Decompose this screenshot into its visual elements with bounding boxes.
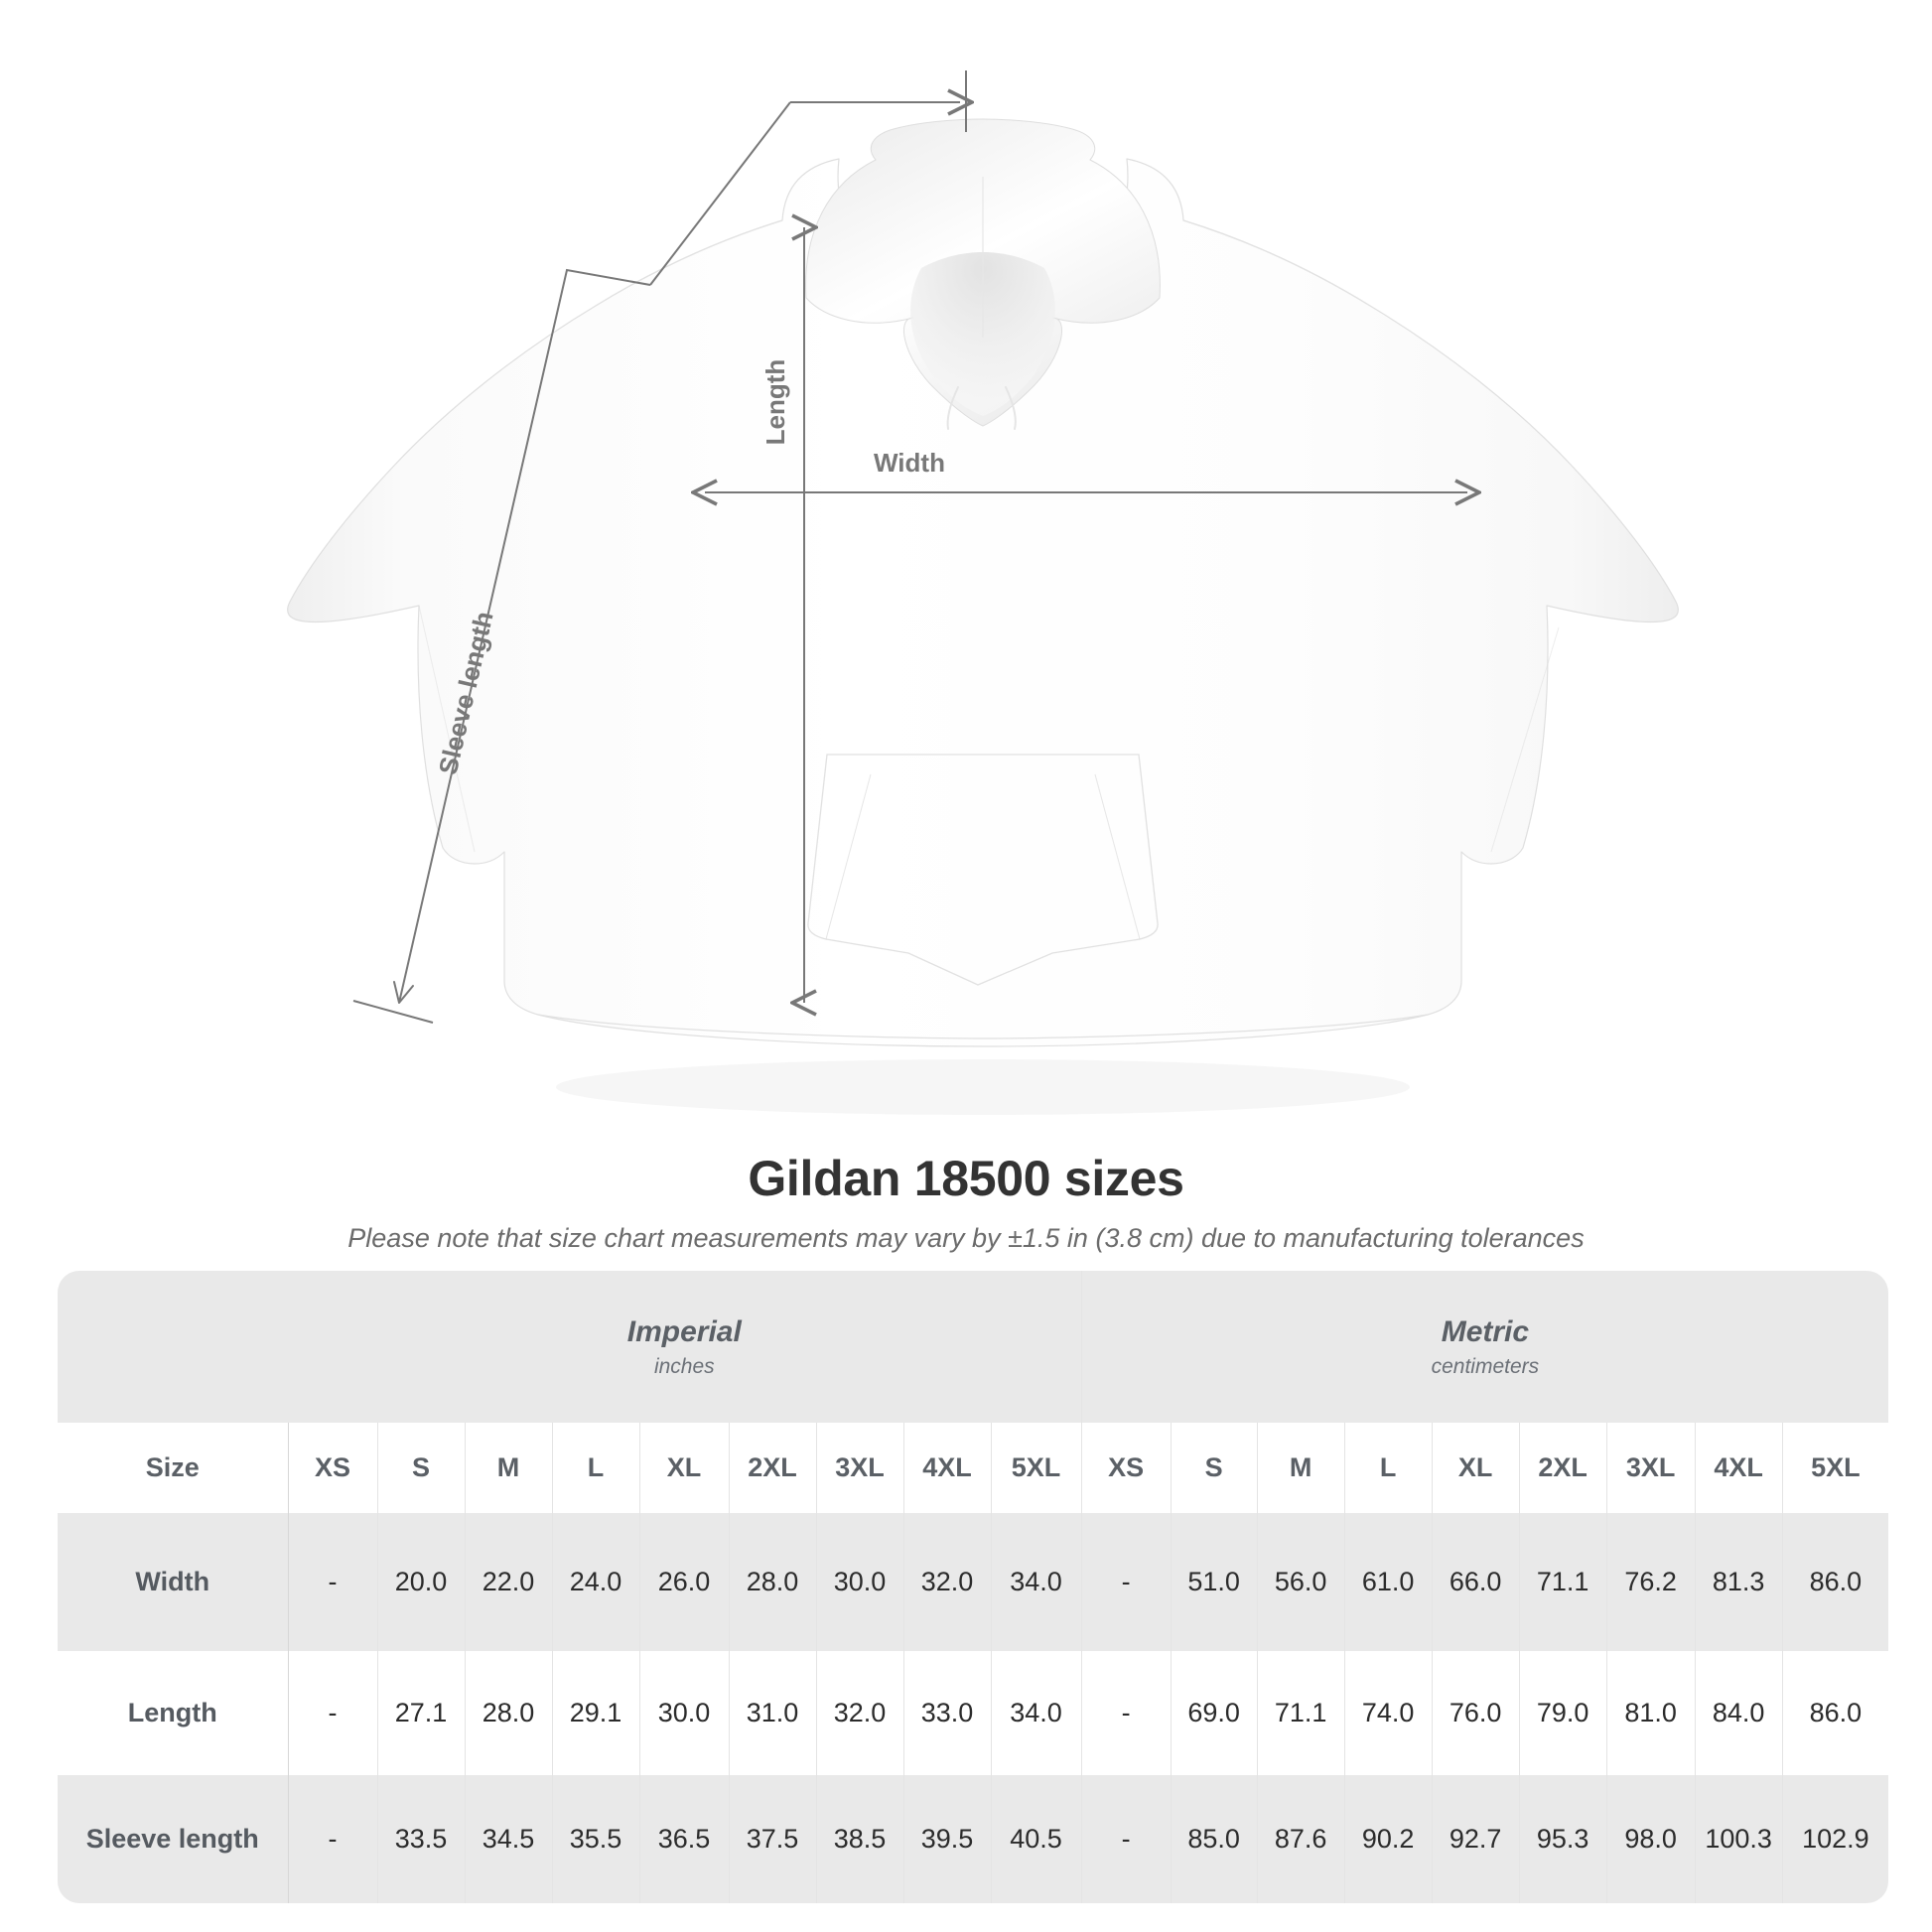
svg-text:Length: Length [760, 359, 790, 446]
svg-text:Width: Width [874, 448, 945, 478]
